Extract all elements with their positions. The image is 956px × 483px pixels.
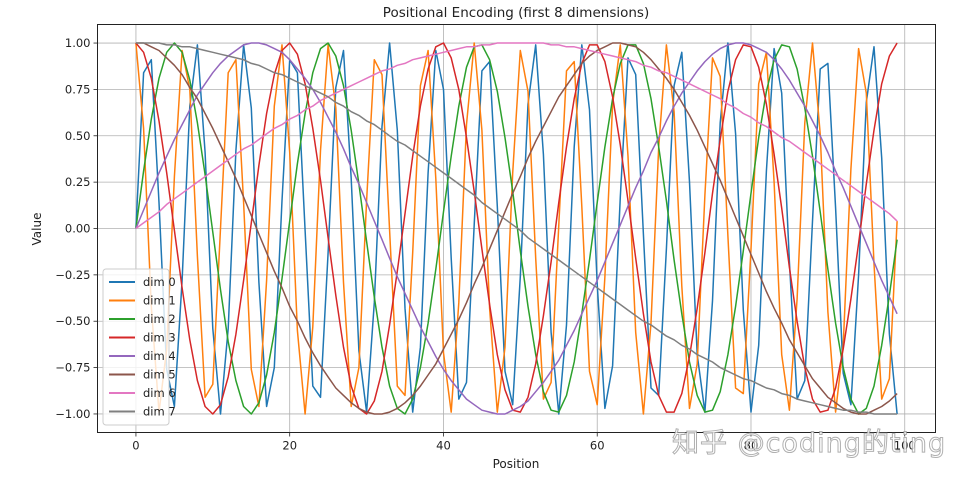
series-line-dim-6 [135,42,898,230]
y-tick-label: 0.50 [65,129,91,143]
x-tick-label: 100 [894,439,916,453]
series-line-dim-4 [135,42,898,415]
legend-label: dim 6 [143,386,176,400]
legend-label: dim 2 [143,312,176,326]
y-axis-ticks: 1.00 0.75 0.50 0.25 0.00 −0.25 −0.50 −0.75 −1.00 [55,36,98,421]
y-tick-label: 1.00 [65,36,91,50]
legend-label: dim 0 [143,275,176,289]
legend-box [102,268,170,426]
watermark: 知乎 @coding的ting [671,428,947,460]
series-line-dim-7 [135,42,898,415]
y-tick-label: −0.75 [55,361,90,375]
x-tick-label: 20 [282,439,297,453]
y-tick-label: 0.00 [65,222,91,236]
x-tick-label: 0 [132,439,139,453]
y-tick-label: −1.00 [55,407,90,421]
x-tick-label: 80 [744,439,759,453]
legend: dim 0 dim 1 dim 2 dim 3 dim 4 dim 5 dim 6 dim 7 [102,268,176,426]
series-line-dim-1 [135,42,898,415]
y-tick-label: 0.75 [65,82,91,96]
legend-label: dim 5 [143,368,176,382]
x-axis-ticks: 0 20 40 60 80 100 [132,432,916,453]
x-tick-label: 60 [590,439,605,453]
legend-label: dim 4 [143,349,176,363]
chart-title: Positional Encoding (first 8 dimensions) [383,5,649,21]
x-tick-label: 40 [436,439,451,453]
legend-label: dim 7 [143,405,176,419]
legend-label: dim 3 [143,331,176,345]
y-tick-label: 0.25 [65,175,91,189]
y-tick-label: −0.50 [55,314,90,328]
legend-label: dim 1 [143,294,176,308]
y-axis-label: Value [30,213,44,246]
x-axis-label: Position [493,457,540,471]
series-line-dim-5 [135,42,898,415]
y-tick-label: −0.25 [55,268,90,282]
series-line-dim-2 [135,42,898,415]
series-lines [135,42,898,415]
